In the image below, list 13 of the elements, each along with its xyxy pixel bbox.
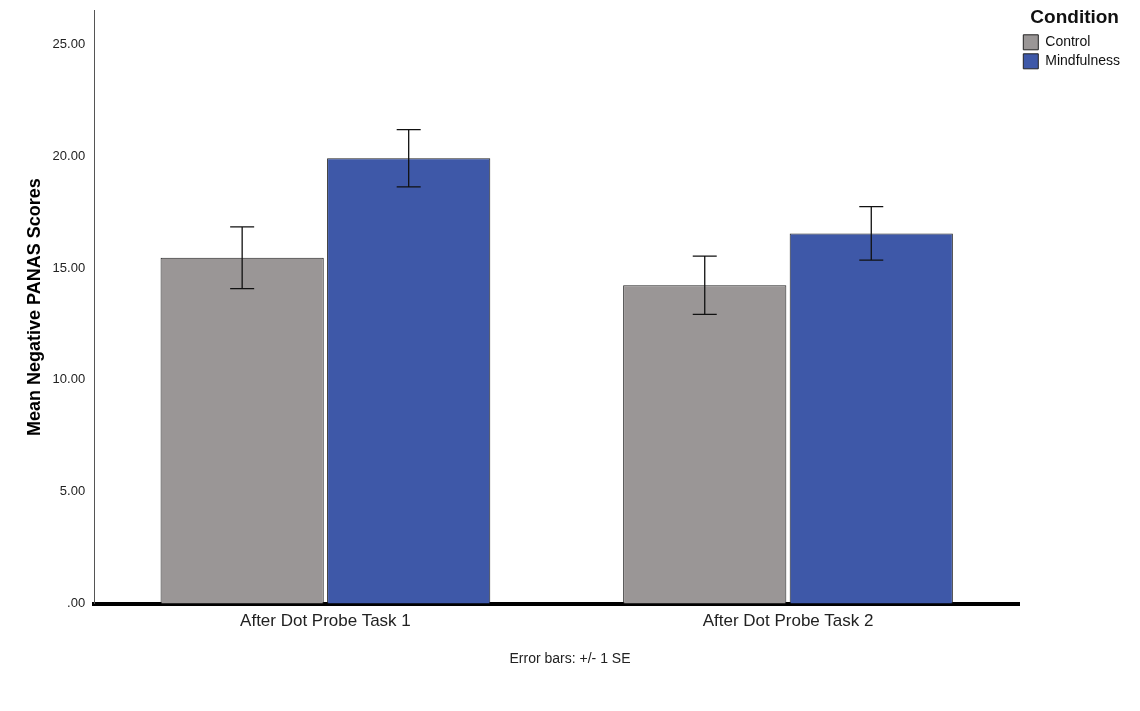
text: Error bars: +/- 1 SE (508, 650, 632, 666)
y-axis-title: Mean Negative PANAS Scores (23, 178, 44, 437)
y-tick-label: 15.00 (52, 259, 86, 275)
y-tick-label: 25.00 (52, 35, 86, 51)
x-tick-label: After Dot Probe Task 2 (702, 611, 874, 631)
y-tick-label: 5.00 (59, 483, 86, 499)
x-tick-label: After Dot Probe Task 1 (240, 611, 411, 631)
legend-label: Control (1045, 33, 1091, 50)
y-tick-label: 10.00 (52, 371, 86, 387)
legend-title: Condition (1030, 5, 1119, 27)
y-tick-label: .00 (67, 595, 86, 611)
legend-label: Mindfulness (1045, 52, 1120, 69)
y-tick-label: 20.00 (52, 147, 86, 163)
